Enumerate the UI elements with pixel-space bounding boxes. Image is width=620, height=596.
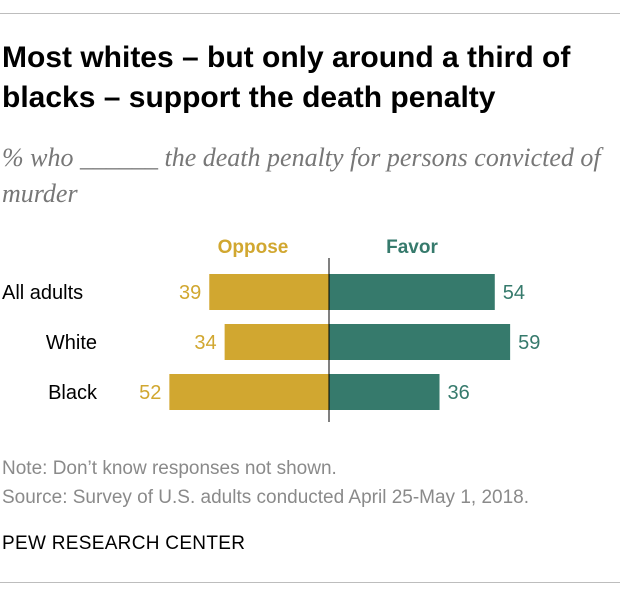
value-label-favor-white: 59 (518, 332, 540, 354)
category-label-all-adults: All adults (2, 282, 83, 304)
category-label-black: Black (48, 382, 98, 404)
top-rule (0, 13, 620, 14)
bar-oppose-white (224, 324, 329, 360)
pew-footer-label: PEW RESEARCH CENTER (2, 533, 246, 554)
chart-source: Source: Survey of U.S. adults conducted … (2, 487, 530, 508)
legend-oppose: Oppose (218, 237, 289, 258)
bottom-rule (0, 582, 620, 583)
bar-favor-black (329, 374, 440, 410)
diverging-bar-chart: Oppose Favor All adults 39 54 White 34 59 Black 5… (2, 237, 540, 422)
bar-oppose-black (169, 374, 329, 410)
chart-note: Note: Don’t know responses not shown. (2, 458, 337, 479)
value-label-oppose-black: 52 (139, 382, 161, 404)
bar-favor-white (329, 324, 511, 360)
chart-subtitle: % who ______ the death penalty for perso… (2, 143, 601, 208)
value-label-favor-all-adults: 54 (503, 282, 525, 304)
value-label-oppose-all-adults: 39 (179, 282, 201, 304)
value-label-favor-black: 36 (448, 382, 470, 404)
category-label-white: White (46, 332, 97, 354)
chart-title: Most whites – but only around a third of… (2, 41, 571, 114)
bar-oppose-all-adults (209, 274, 329, 310)
value-label-oppose-white: 34 (194, 332, 216, 354)
legend-favor: Favor (386, 237, 438, 258)
bar-favor-all-adults (329, 274, 495, 310)
